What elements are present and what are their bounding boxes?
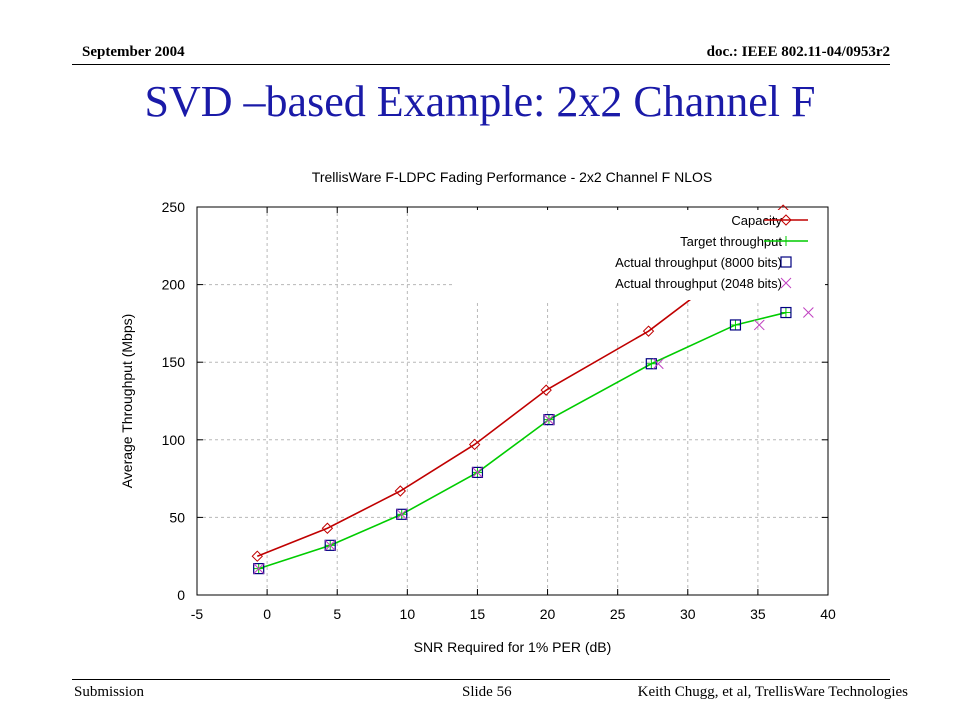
y-tick-label-5: 250	[162, 199, 186, 215]
series-2-point-0	[253, 563, 265, 575]
series-1-point-6	[730, 319, 741, 330]
legend-label-1: Target throughput	[680, 234, 782, 249]
x-tick-label-2: 5	[333, 606, 341, 622]
chart-title: TrellisWare F-LDPC Fading Performance - …	[312, 169, 712, 185]
legend-background	[455, 210, 825, 300]
y-tick-label-1: 50	[169, 509, 185, 525]
legend-label-2: Actual throughput (8000 bits)	[615, 255, 782, 270]
legend-marker-0	[780, 214, 792, 226]
series-3-point-5	[652, 358, 664, 370]
series-3-point-2-b	[396, 508, 408, 520]
series-3-point-3	[472, 467, 483, 478]
series-2-point-1	[324, 539, 336, 551]
footer-rule	[72, 679, 890, 680]
legend-label-0: Capacity	[731, 213, 782, 228]
series-2-point-3	[471, 466, 484, 478]
y-tick-label-3: 150	[162, 354, 186, 370]
series-3-point-1	[324, 539, 336, 551]
footer-authors: Keith Chugg, et al, TrellisWare Technolo…	[637, 684, 908, 700]
series-2-point-4	[543, 414, 555, 426]
series-3-point-6	[753, 319, 765, 331]
x-tick-label-0: -5	[191, 606, 204, 622]
series-1-line	[258, 311, 787, 570]
legend-label-3: Actual throughput (2048 bits)	[615, 276, 782, 291]
series-0-point-1	[321, 522, 334, 534]
x-tick-label-8: 35	[750, 606, 766, 622]
legend-marker-3-b	[780, 277, 792, 289]
legend-marker-2	[780, 256, 792, 268]
y-tick-label-0: 0	[177, 587, 185, 603]
series-2-point-6	[729, 319, 742, 331]
series-3-point-2	[396, 508, 408, 520]
series-2-point-7	[780, 306, 792, 319]
series-2-point-5	[645, 358, 657, 370]
series-0-point-2	[394, 485, 407, 497]
x-tick-label-6: 25	[610, 606, 626, 622]
series-3-point-7	[803, 307, 814, 318]
series-3-point-3-b	[472, 467, 483, 478]
series-1-point-7	[780, 307, 791, 318]
plot-frame	[196, 206, 829, 596]
series-0-point-5	[642, 325, 655, 337]
series-3-point-6-b	[753, 319, 765, 331]
y-tick-label-2: 100	[162, 432, 186, 448]
series-0-point-0	[251, 550, 264, 562]
series-0-point-3	[468, 438, 481, 451]
series-3-point-4-b	[543, 414, 555, 425]
header-rule	[72, 64, 890, 65]
legend-marker-1	[781, 236, 791, 246]
series-2-point-2	[396, 508, 408, 520]
series-3-point-0	[253, 563, 265, 574]
x-tick-label-4: 15	[470, 606, 486, 622]
x-tick-label-3: 10	[400, 606, 416, 622]
series-1-point-5	[646, 358, 657, 369]
x-tick-label-1: 0	[263, 606, 271, 622]
series-3-point-5-b	[652, 358, 664, 370]
y-tick-label-4: 200	[162, 277, 186, 293]
series-3-point-1-b	[324, 539, 336, 551]
series-3-point-4	[543, 414, 555, 425]
legend-marker-3	[780, 277, 792, 289]
series-0-point-4	[540, 384, 552, 396]
y-axis-label: Average Throughput (Mbps)	[119, 314, 135, 489]
series-3-point-0-b	[253, 563, 265, 574]
footer-submission: Submission	[74, 684, 145, 700]
x-tick-label-9: 40	[820, 606, 836, 622]
x-tick-label-5: 20	[540, 606, 556, 622]
header-doc-id: doc.: IEEE 802.11-04/0953r2	[706, 44, 890, 60]
series-3-point-7-b	[803, 307, 814, 318]
header-date: September 2004	[82, 44, 185, 60]
x-axis-label: SNR Required for 1% PER (dB)	[414, 639, 612, 655]
x-tick-label-7: 30	[680, 606, 696, 622]
slide-title: SVD –based Example: 2x2 Channel F	[144, 77, 816, 126]
footer-slide-number: Slide 56	[462, 684, 512, 700]
